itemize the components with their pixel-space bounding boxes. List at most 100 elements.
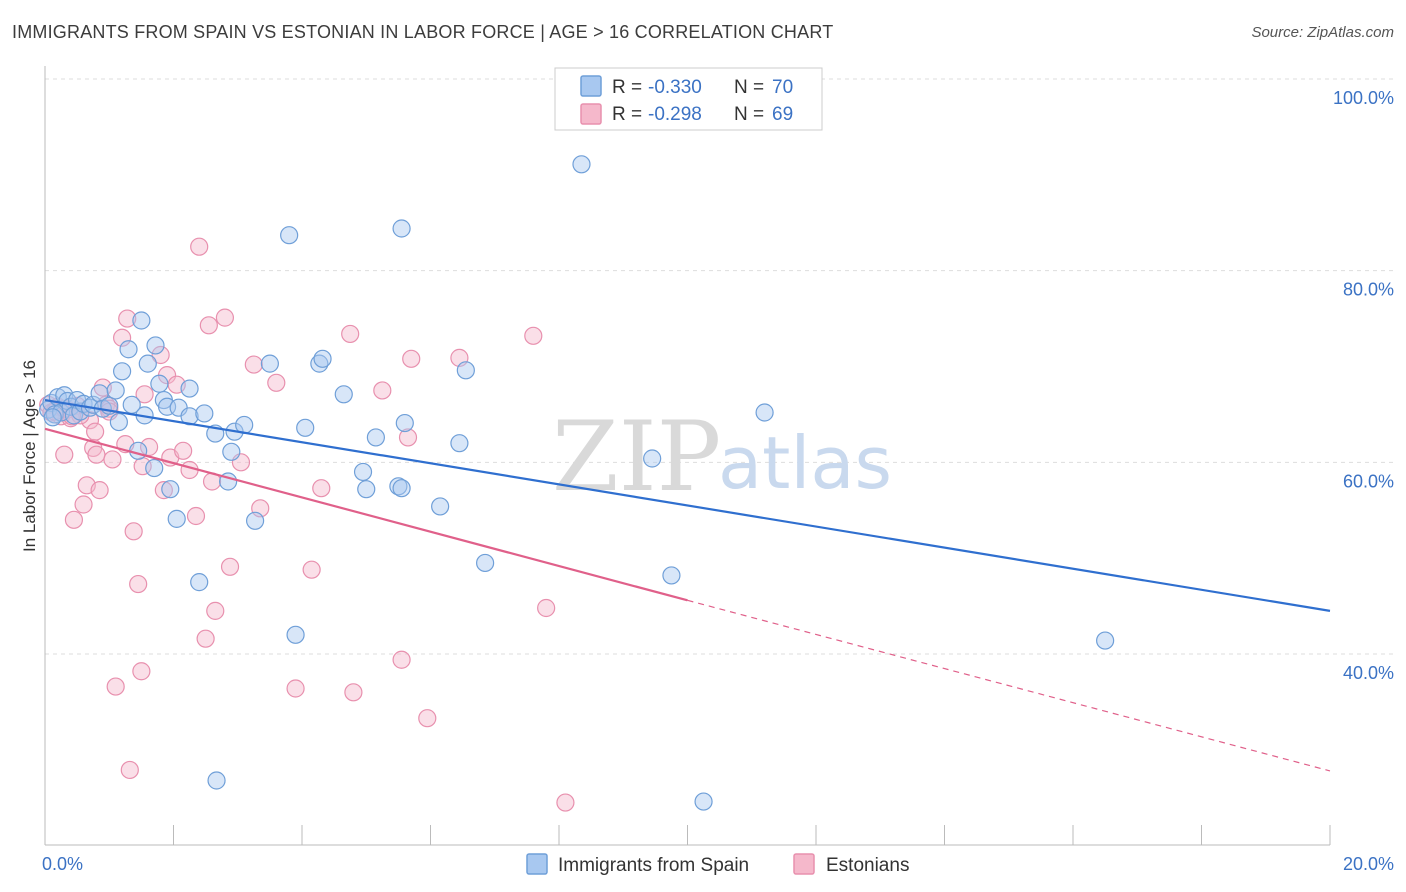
spain-point-51 bbox=[334, 385, 353, 404]
legend-spain-n-label: N = bbox=[734, 77, 764, 98]
spain-point-44 bbox=[245, 511, 265, 530]
estonians-point-29 bbox=[135, 385, 154, 404]
spain-point-63 bbox=[572, 155, 591, 174]
estonians-point-25 bbox=[124, 522, 143, 541]
spain-point-58 bbox=[395, 413, 414, 433]
estonians-point-31 bbox=[151, 345, 170, 365]
estonians-point-51 bbox=[302, 560, 321, 579]
legend-estonia-r-label: R = bbox=[612, 104, 642, 125]
spain-point-54 bbox=[366, 428, 385, 447]
spain-point-69 bbox=[43, 408, 62, 427]
spain-point-46 bbox=[280, 226, 299, 245]
estonians-point-47 bbox=[244, 355, 263, 374]
estonians-point-57 bbox=[398, 428, 418, 447]
spain-point-17 bbox=[106, 381, 125, 400]
estonians-point-41 bbox=[199, 316, 218, 335]
spain-point-57 bbox=[392, 219, 411, 238]
bottom-legend-swatch-estonia bbox=[793, 853, 815, 875]
spain-point-47 bbox=[286, 625, 305, 644]
spain-point-23 bbox=[132, 311, 151, 330]
estonians-point-38 bbox=[186, 506, 206, 526]
spain-point-45 bbox=[260, 354, 279, 373]
spain-point-67 bbox=[755, 403, 774, 422]
x-tick-label-1: 20.0% bbox=[1343, 854, 1394, 874]
spain-point-37 bbox=[195, 404, 214, 423]
spain-point-28 bbox=[150, 374, 169, 393]
spain-point-25 bbox=[138, 354, 157, 373]
estonians-point-19 bbox=[103, 450, 122, 469]
y-tick-label-3: 40.0% bbox=[1343, 663, 1394, 683]
spain-point-18 bbox=[109, 412, 128, 432]
estonians-point-21 bbox=[112, 328, 132, 347]
estonians-point-14 bbox=[87, 445, 106, 464]
x-tick-labels: 0.0% 20.0% bbox=[42, 854, 1394, 874]
spain-point-62 bbox=[476, 553, 495, 573]
estonians-point-54 bbox=[344, 683, 363, 702]
spain-point-55 bbox=[389, 477, 408, 496]
estonians-point-52 bbox=[312, 479, 331, 498]
estonians-point-7 bbox=[64, 510, 84, 529]
spain-point-34 bbox=[180, 379, 199, 398]
spain-point-32 bbox=[167, 509, 186, 528]
y-tick-label-1: 80.0% bbox=[1343, 280, 1394, 300]
series-legend: Immigrants from Spain Estonians bbox=[526, 853, 909, 876]
y-axis-label: In Labor Force | Age > 16 bbox=[20, 360, 39, 552]
axes bbox=[44, 66, 1331, 846]
estonians-point-13 bbox=[86, 422, 105, 441]
y-tick-label-0: 100.0% bbox=[1333, 88, 1394, 108]
watermark: ZIP atlas bbox=[552, 401, 892, 513]
legend-swatch-spain bbox=[580, 75, 602, 97]
trend-lines bbox=[44, 398, 1331, 772]
legend-spain-n-value: 70 bbox=[772, 77, 793, 98]
estonians-point-27 bbox=[132, 662, 151, 681]
spain-point-52 bbox=[353, 462, 373, 482]
spain-point-26 bbox=[145, 458, 164, 478]
bottom-legend-swatch-spain bbox=[526, 853, 548, 875]
spain-point-60 bbox=[450, 434, 469, 453]
spain-point-56 bbox=[392, 479, 411, 498]
estonians-point-44 bbox=[215, 308, 234, 327]
estonians-point-49 bbox=[267, 373, 286, 392]
spain-point-53 bbox=[357, 480, 376, 499]
spain-point-36 bbox=[190, 573, 209, 592]
legend-estonia-n-value: 69 bbox=[772, 104, 793, 125]
spain-point-61 bbox=[456, 361, 475, 380]
spain-trend-line bbox=[44, 398, 1331, 612]
y-tick-label-2: 60.0% bbox=[1343, 471, 1394, 491]
spain-point-49 bbox=[310, 354, 329, 373]
estonians-trend-extension bbox=[687, 599, 1331, 772]
watermark-atlas: atlas bbox=[718, 421, 892, 505]
legend-spain-r-label: R = bbox=[612, 77, 642, 98]
spain-point-41 bbox=[222, 442, 241, 461]
estonians-point-32 bbox=[154, 481, 173, 500]
spain-point-59 bbox=[431, 497, 450, 516]
estonians-point-39 bbox=[190, 237, 209, 256]
legend-estonia-n-label: N = bbox=[734, 104, 764, 125]
bottom-legend-estonia: Estonians bbox=[826, 855, 909, 876]
spain-point-66 bbox=[694, 792, 713, 811]
estonians-point-23 bbox=[118, 309, 137, 328]
spain-point-48 bbox=[296, 418, 315, 437]
estonians-point-24 bbox=[120, 760, 139, 780]
estonians-point-26 bbox=[129, 574, 148, 594]
estonians-point-58 bbox=[402, 349, 421, 368]
legend-swatch-estonia bbox=[580, 103, 602, 125]
spain-point-2 bbox=[45, 405, 64, 424]
estonians-point-55 bbox=[373, 381, 392, 400]
estonians-point-9 bbox=[74, 495, 93, 514]
spain-point-19 bbox=[112, 362, 132, 381]
estonians-point-40 bbox=[196, 629, 215, 648]
legend-spain-r-value: -0.330 bbox=[648, 77, 702, 98]
estonians-point-63 bbox=[556, 793, 575, 812]
estonians-point-59 bbox=[418, 709, 437, 728]
estonians-points bbox=[39, 237, 575, 812]
estonians-point-50 bbox=[286, 679, 305, 698]
legend-estonia-r-value: -0.298 bbox=[648, 104, 702, 125]
estonians-point-56 bbox=[392, 650, 411, 669]
estonians-point-61 bbox=[524, 326, 543, 345]
correlation-legend: R = -0.330 N = 70 R = -0.298 N = 69 bbox=[554, 67, 823, 131]
estonians-point-45 bbox=[220, 557, 240, 576]
estonians-point-62 bbox=[537, 598, 556, 618]
y-tick-labels: 100.0% 80.0% 60.0% 40.0% bbox=[1333, 88, 1394, 683]
